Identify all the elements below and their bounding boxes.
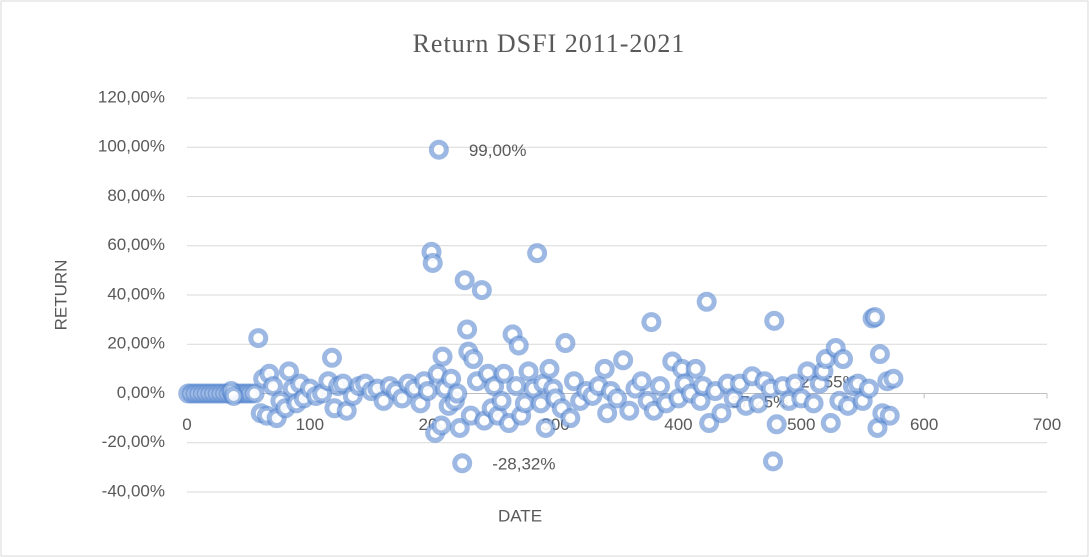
data-label: -28,32% [492,455,555,474]
point [539,358,560,379]
point [518,361,539,382]
point [428,139,449,160]
point [278,361,299,382]
point [417,381,438,402]
point [607,388,627,409]
point [650,376,670,397]
point [555,333,576,354]
point [699,413,720,434]
point [564,371,584,392]
x-tick-label: 600 [910,415,938,434]
y-tick-label: 100,00% [98,137,165,156]
y-tick-label: 40,00% [107,284,165,303]
point [463,349,484,370]
point [711,403,732,424]
point [803,393,824,414]
point [685,358,706,379]
point [858,378,879,399]
chart-title: Return DSFI 2011-2021 [413,29,686,58]
point [613,350,634,371]
point [506,376,527,397]
y-tick-label: 60,00% [107,235,165,254]
point [452,453,473,474]
point [527,243,548,264]
point [748,393,769,414]
point [422,252,443,273]
point [865,307,885,328]
y-tick-label: 80,00% [107,186,165,205]
y-tick-label: 20,00% [107,334,165,353]
data-label: 99,00% [469,141,527,160]
y-tick-label: -40,00% [102,481,165,500]
point [597,403,618,424]
point [696,291,717,312]
point [223,385,244,406]
point [457,319,478,340]
point [619,400,640,421]
x-axis-title: DATE [498,506,542,525]
point [491,390,512,411]
point [493,363,514,384]
x-tick-label: 400 [664,415,692,434]
point [641,312,662,333]
point [535,417,556,438]
y-tick-label: 120,00% [98,87,165,106]
point [508,335,529,356]
x-tick-label: 100 [296,415,324,434]
point [560,408,581,429]
x-tick-label: 0 [182,415,191,434]
x-tick-label: 500 [787,415,815,434]
point [766,414,787,435]
point [244,383,265,404]
point [454,270,475,291]
point [248,328,269,349]
y-tick-label: 0,00% [117,383,165,402]
point [883,368,904,389]
point [833,349,854,370]
y-axis-title: RETURN [51,260,70,331]
point [869,344,890,365]
point [764,310,785,331]
point [514,393,535,414]
point [449,417,470,438]
point [763,451,784,472]
point [820,413,841,434]
point [431,415,452,436]
point [447,383,468,404]
point [432,346,453,367]
point [594,358,615,379]
point [321,347,342,368]
point [879,405,900,426]
point [263,376,283,397]
x-tick-label: 700 [1033,415,1061,434]
point [471,280,492,301]
point [631,371,652,392]
y-tick-label: -20,00% [102,432,165,451]
point [484,376,505,397]
